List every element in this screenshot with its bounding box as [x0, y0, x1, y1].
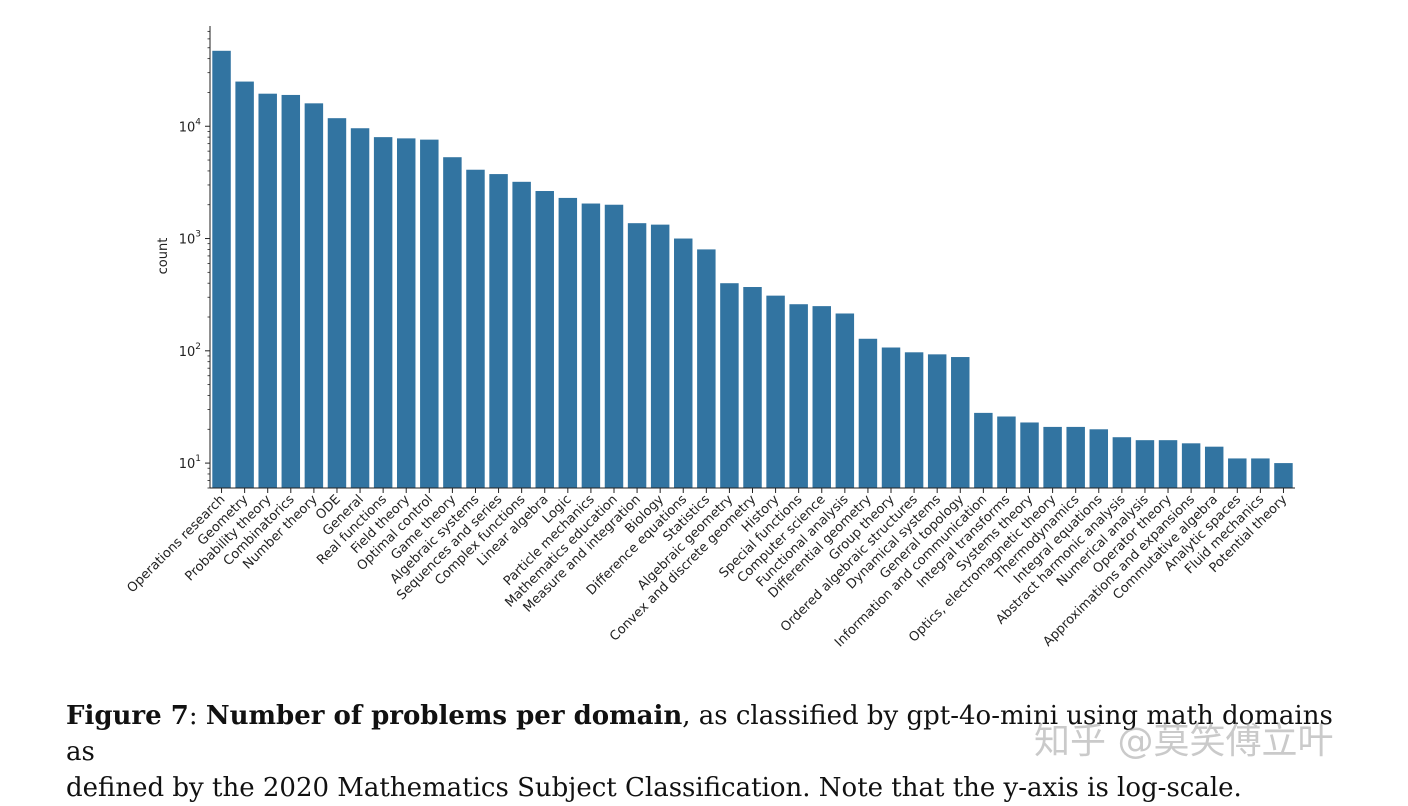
bar [1228, 458, 1247, 488]
bar [674, 238, 693, 488]
bar [1181, 443, 1201, 488]
caption-text-1: , as classified by gpt-4o-mini using mat… [66, 701, 1333, 767]
bar [1020, 422, 1039, 488]
watermark: 知乎 @莫笑傅立叶 [1034, 721, 1334, 762]
bar [373, 137, 393, 488]
bar [1135, 440, 1155, 488]
bar [558, 197, 578, 489]
bar [581, 203, 601, 488]
y-axis-label: count [156, 238, 171, 275]
bar [512, 181, 531, 488]
caption-colon: : [188, 701, 206, 731]
bar [881, 347, 901, 488]
bar [1251, 458, 1270, 488]
bar [697, 249, 716, 488]
bar [1204, 446, 1224, 488]
y-tick-label: 103 [179, 230, 201, 248]
bar [1112, 437, 1132, 488]
bars-group [212, 50, 1293, 489]
bar [789, 304, 808, 488]
bar [858, 338, 878, 488]
bar [281, 94, 301, 488]
bar [951, 357, 970, 488]
y-tick-label: 102 [179, 342, 201, 360]
bar [904, 352, 924, 488]
bar [627, 223, 647, 488]
y-tick-label: 101 [179, 454, 201, 472]
bar [1066, 426, 1085, 488]
bar [927, 354, 947, 488]
bar [350, 128, 370, 489]
bar [258, 93, 277, 488]
bar [835, 313, 855, 488]
bar [535, 191, 554, 488]
caption-line-1: Figure 7: Number of problems per domain,… [66, 698, 1366, 770]
bar [974, 412, 993, 488]
bar [396, 138, 416, 488]
bar [743, 287, 762, 488]
bar [212, 50, 231, 488]
bar [720, 283, 739, 488]
bar [420, 139, 439, 488]
bar [604, 204, 624, 489]
bar [650, 224, 670, 488]
bar [1043, 426, 1062, 488]
bar [1158, 440, 1178, 488]
bar [443, 157, 462, 488]
caption-line-2: defined by the 2020 Mathematics Subject … [66, 773, 1242, 803]
bar [304, 103, 324, 488]
bar [466, 169, 485, 489]
y-tick-label: 104 [179, 117, 202, 135]
y-axis: 101 102 103 104 count [156, 26, 211, 489]
figure-label: Figure 7 [66, 701, 189, 731]
bar [812, 306, 831, 488]
bar [1274, 463, 1293, 488]
caption-bold-title: Number of problems per domain [205, 701, 683, 731]
bar-chart: 101 102 103 104 count Operations researchGeo… [125, 26, 1295, 650]
bar [489, 174, 508, 488]
bar [327, 118, 347, 489]
bar [1089, 429, 1109, 488]
bar [997, 416, 1016, 488]
bar [766, 295, 785, 488]
bar [235, 81, 254, 488]
